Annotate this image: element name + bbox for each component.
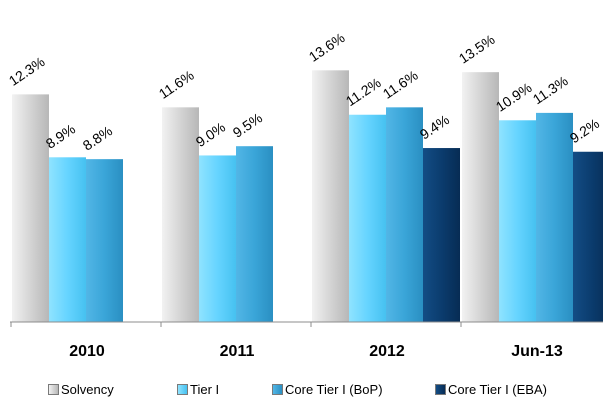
bar-core-tier-i-bop-2011 bbox=[236, 146, 273, 322]
legend-label-core-tier-i-eba: Core Tier I (EBA) bbox=[448, 382, 547, 397]
legend-swatch-core-tier-i-bop bbox=[272, 384, 283, 395]
category-label-2010: 2010 bbox=[69, 343, 105, 360]
legend: Solvency Tier I Core Tier I (BoP) Core T… bbox=[0, 382, 603, 399]
data-label-solvency-jun-13: 13.5% bbox=[456, 31, 498, 66]
bar-tier-i-2011 bbox=[199, 155, 236, 322]
bar-tier-i-jun-13 bbox=[499, 120, 536, 322]
legend-swatch-core-tier-i-eba bbox=[435, 384, 446, 395]
bar-solvency-jun-13 bbox=[462, 72, 499, 322]
x-axis bbox=[10, 321, 603, 327]
bar-tier-i-2012 bbox=[349, 114, 386, 323]
bar-solvency-2011 bbox=[162, 107, 199, 322]
bar-core-tier-i-bop-jun-13 bbox=[536, 112, 573, 322]
legend-item-tier-i: Tier I bbox=[177, 382, 219, 397]
bars-layer bbox=[12, 70, 603, 323]
category-label-jun-13: Jun-13 bbox=[511, 343, 563, 360]
legend-swatch-solvency bbox=[48, 384, 59, 395]
bar-core-tier-i-eba-2012 bbox=[423, 148, 460, 322]
data-label-solvency-2011: 11.6% bbox=[156, 67, 197, 102]
data-label-core-tier-i-bop-2010: 8.8% bbox=[80, 123, 115, 154]
legend-label-tier-i: Tier I bbox=[190, 382, 220, 397]
data-label-solvency-2012: 13.6% bbox=[306, 29, 348, 64]
bar-core-tier-i-bop-2010 bbox=[86, 159, 123, 322]
legend-label-core-tier-i-bop: Core Tier I (BoP) bbox=[285, 382, 383, 397]
data-label-solvency-2010: 12.3% bbox=[6, 53, 48, 88]
bar-core-tier-i-bop-2012 bbox=[386, 107, 423, 322]
data-label-core-tier-i-bop-2011: 9.5% bbox=[230, 110, 265, 141]
data-label-core-tier-i-bop-2012: 11.6% bbox=[380, 67, 421, 102]
category-label-2012: 2012 bbox=[369, 343, 405, 360]
legend-item-solvency: Solvency bbox=[48, 382, 114, 397]
legend-label-solvency: Solvency bbox=[61, 382, 114, 397]
bar-tier-i-2010 bbox=[49, 157, 86, 322]
category-label-2011: 2011 bbox=[220, 343, 255, 360]
legend-swatch-tier-i bbox=[177, 384, 188, 395]
bar-solvency-2012 bbox=[312, 70, 349, 322]
legend-item-core-tier-i-eba: Core Tier I (EBA) bbox=[435, 382, 547, 397]
bar-core-tier-i-eba-jun-13 bbox=[573, 151, 603, 322]
category-labels-layer: 2010 2011 2012 Jun-13 bbox=[69, 343, 563, 360]
legend-item-core-tier-i-bop: Core Tier I (BoP) bbox=[272, 382, 383, 397]
data-label-tier-i-jun-13: 10.9% bbox=[493, 79, 535, 114]
bar-solvency-2010 bbox=[12, 94, 49, 323]
data-label-core-tier-i-bop-jun-13: 11.3% bbox=[530, 72, 571, 107]
